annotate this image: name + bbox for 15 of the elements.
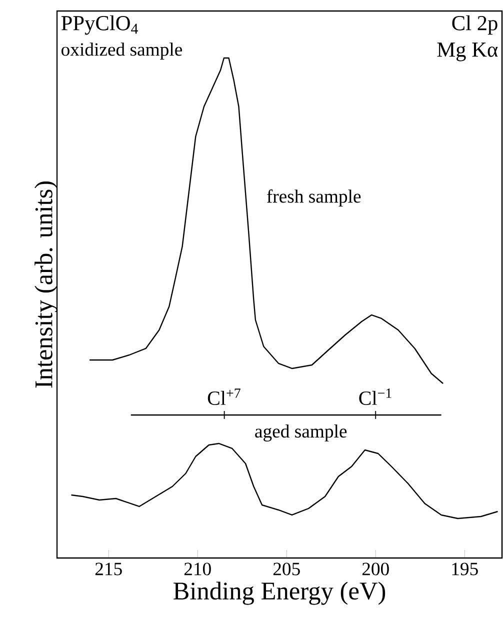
annotation: Cl$^{−1}$ (359, 388, 392, 405)
x-tick-label: 215 (95, 562, 122, 576)
annotation: Cl$^{+7}$ (208, 388, 240, 405)
annotation: oxidized sample (62, 42, 182, 60)
chart-title: PPyClO$_{4}$ (61, 15, 138, 35)
series-label: fresh sample (266, 189, 361, 207)
annotation: Mg Kα (437, 42, 498, 62)
x-tick-label: 200 (362, 562, 389, 576)
y-axis-title: Intensity (arb. units) (34, 181, 58, 388)
x-tick-label: 195 (452, 562, 478, 576)
text: Cl 2p (452, 15, 498, 35)
series-label: aged sample (255, 424, 347, 442)
x-tick-label: 205 (273, 562, 300, 576)
x-tick-label: 210 (184, 562, 211, 576)
x-axis-title: Binding Energy (eV) (174, 582, 386, 605)
